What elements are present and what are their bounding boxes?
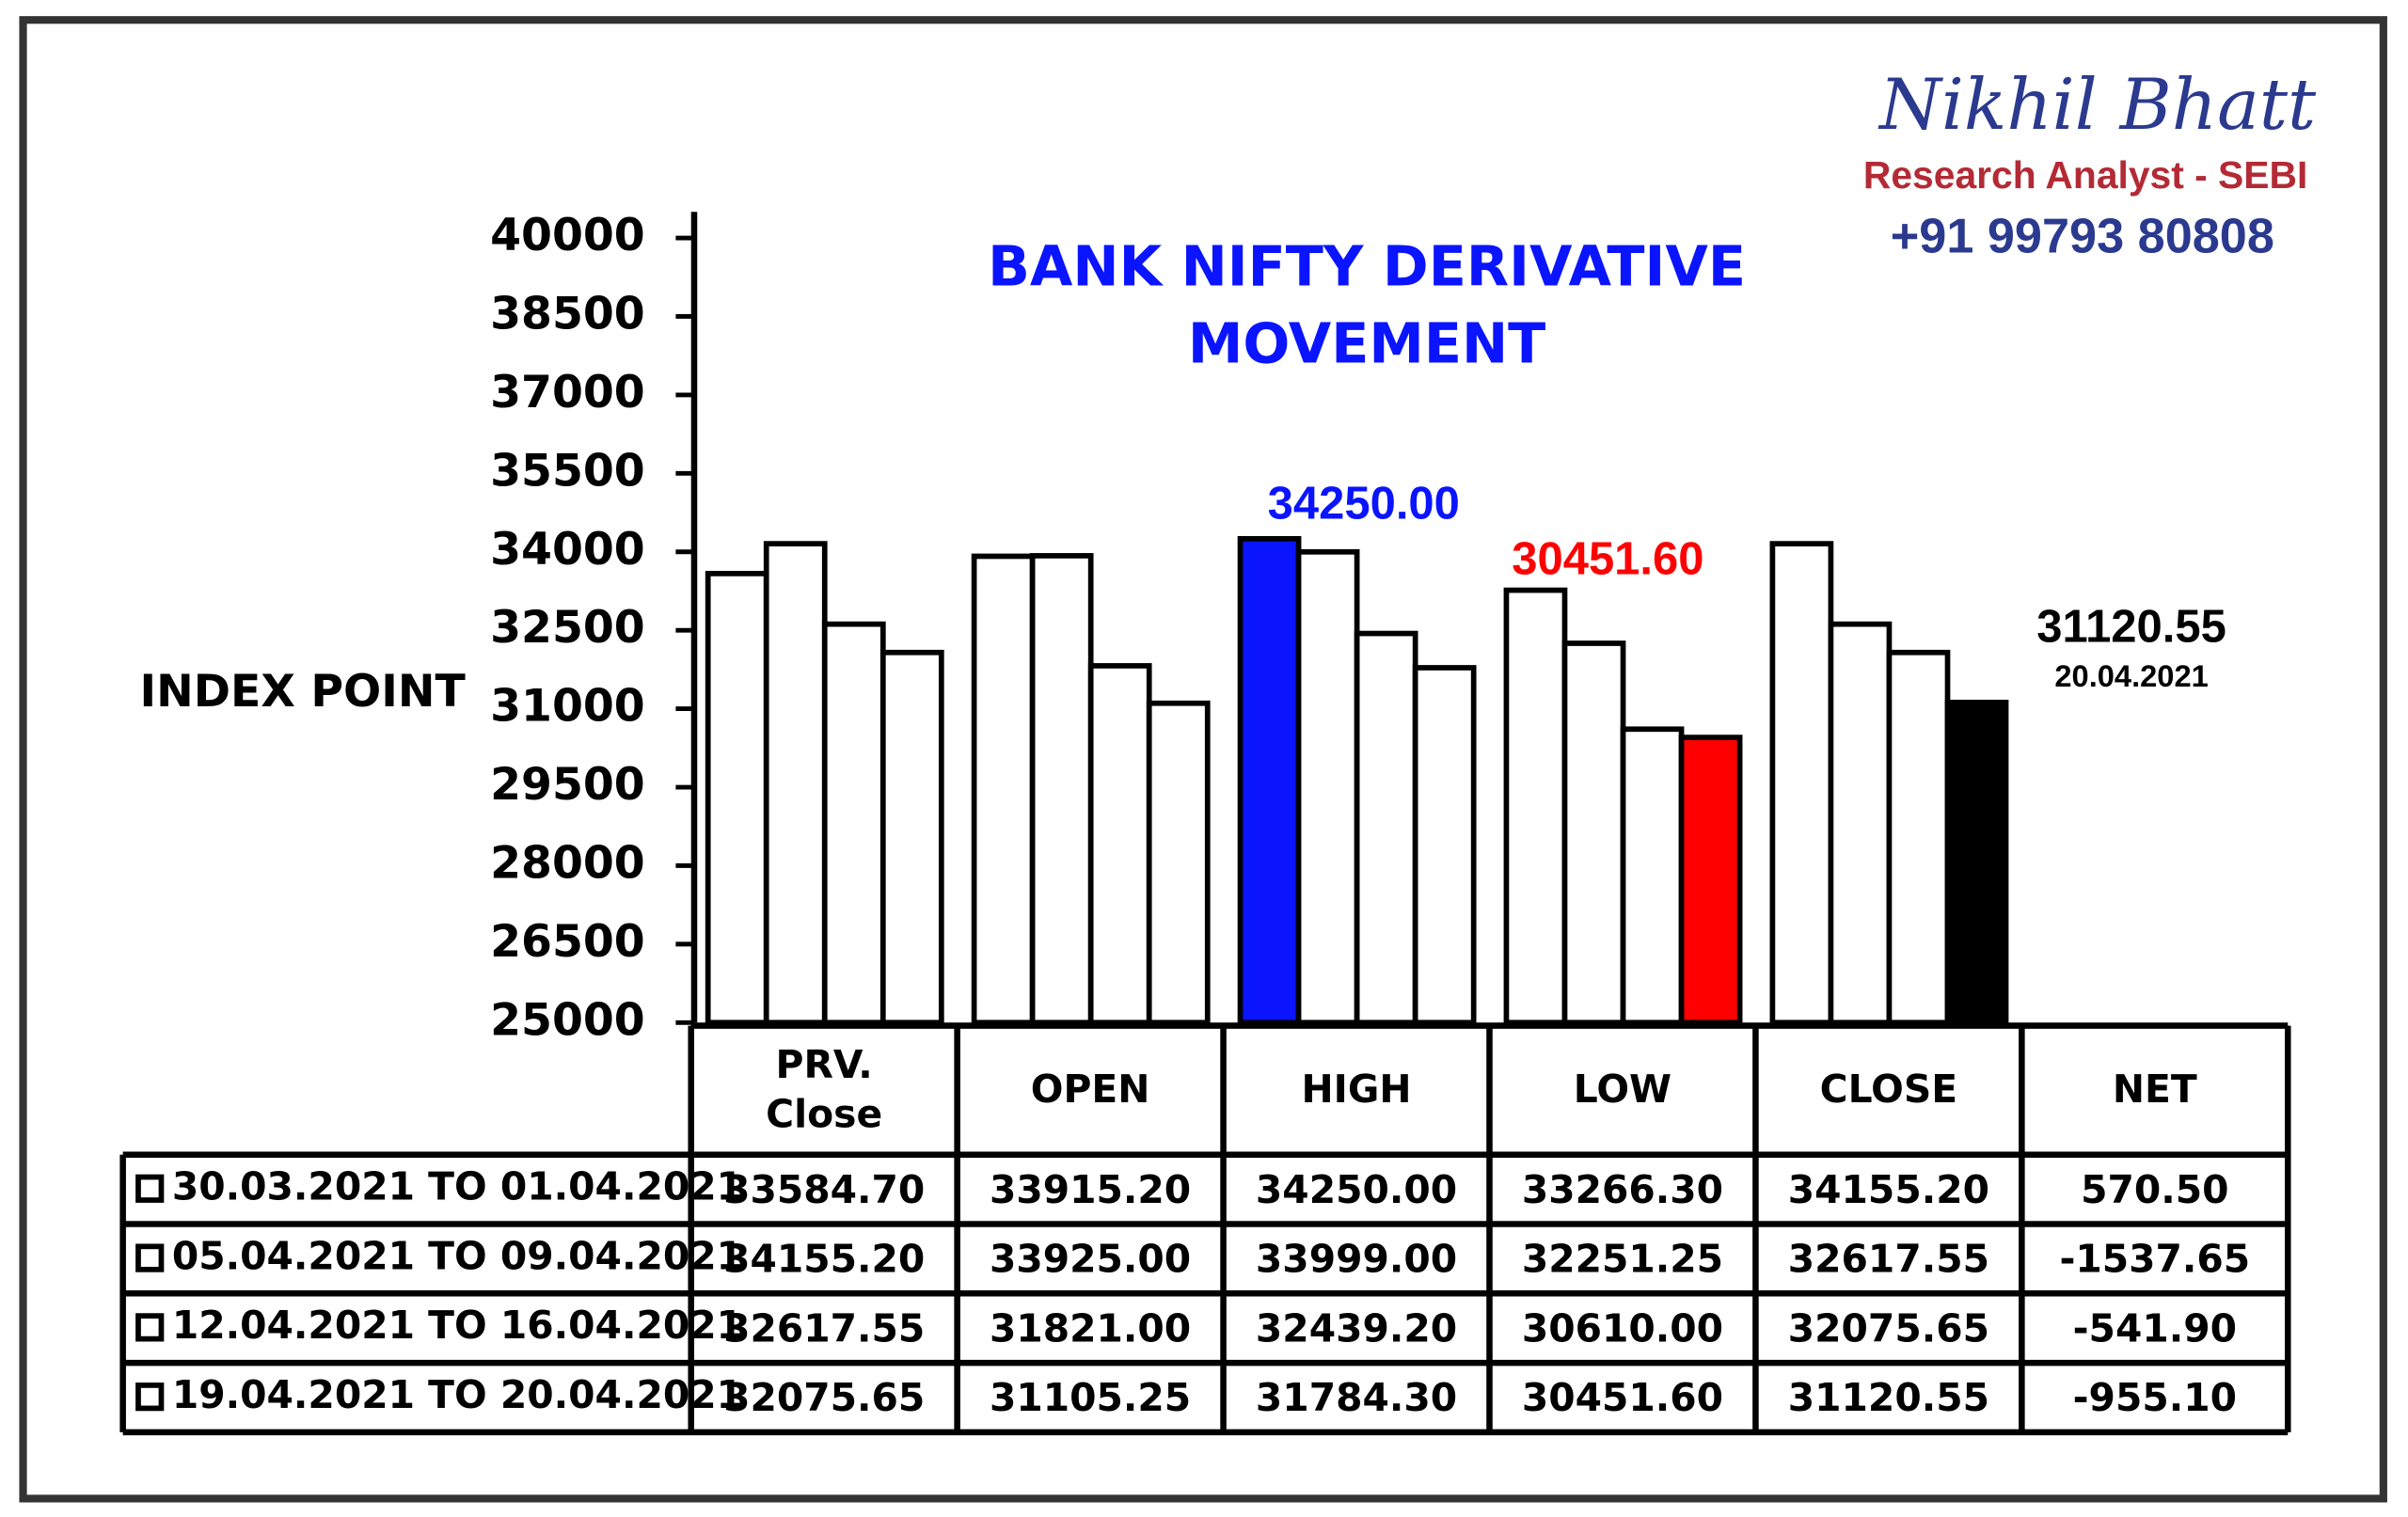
y-tick-label: 34000	[490, 524, 645, 576]
y-tick-label: 37000	[490, 367, 645, 419]
header-cell-box: LOW	[1573, 1067, 1672, 1112]
header-cell: PRV. Close	[766, 1042, 883, 1137]
bar	[1029, 553, 1094, 1026]
title-box: BANK NIFTY DERIVATIVE MOVEMENT	[988, 236, 1746, 376]
y-axis-label: INDEX POINT	[140, 666, 467, 718]
y-tick-label: 29500	[490, 759, 645, 811]
bar	[1087, 663, 1152, 1026]
brand-name: Nikhil Bhatt	[1877, 63, 2317, 146]
y-tick-label: 26500	[490, 916, 645, 968]
header-cell: CLOSE	[1819, 1067, 1958, 1112]
table-cell: 33266.30	[1522, 1167, 1723, 1212]
header-cell-box: OPEN	[1030, 1067, 1150, 1112]
table-cell: 33925.00	[990, 1237, 1191, 1282]
table-cell: -541.90	[2073, 1305, 2237, 1351]
y-tick-label: 31000	[490, 681, 645, 733]
bar	[1769, 541, 1834, 1026]
row-icon	[135, 1383, 165, 1412]
annotation: 20.04.2021	[2054, 658, 2208, 693]
table-cell: 32617.55	[1788, 1237, 1989, 1282]
brand-phone: +91 99793 80808	[1891, 209, 2274, 263]
bar	[1412, 665, 1477, 1026]
table-cell: 32617.55	[723, 1305, 925, 1351]
annotation: 34250.00	[1268, 479, 1460, 529]
annotation: 30451.60	[1512, 533, 1703, 584]
bar	[971, 553, 1036, 1026]
header-cell-box: NET	[2112, 1067, 2197, 1112]
row-label: 05.04.2021 TO 09.04.2021	[172, 1233, 743, 1278]
table-cell: 34250.00	[1256, 1167, 1457, 1212]
bar	[763, 541, 828, 1026]
row-icon	[135, 1243, 165, 1272]
bar	[1944, 700, 2009, 1026]
header-cell-box: CLOSE	[1819, 1067, 1958, 1112]
table-cell: 31120.55	[1788, 1375, 1989, 1420]
header-cell-box: HIGH	[1301, 1067, 1412, 1112]
row-icon	[135, 1313, 165, 1342]
header-cell: LOW	[1573, 1067, 1672, 1112]
table-cell: 32075.65	[1788, 1305, 1989, 1351]
bar	[1561, 640, 1626, 1026]
bar	[1146, 700, 1211, 1026]
table-cell: 32251.25	[1522, 1237, 1723, 1282]
table-cell: 33915.20	[990, 1167, 1191, 1212]
table-cell: 31784.30	[1256, 1375, 1457, 1420]
table-cell: 32075.65	[723, 1375, 925, 1420]
chart-title: BANK NIFTY DERIVATIVE MOVEMENT	[988, 236, 1746, 376]
header-cell: NET	[2112, 1067, 2197, 1112]
table-cell: 34155.20	[1788, 1167, 1989, 1212]
table-cell: 570.50	[2081, 1167, 2228, 1212]
table-cell: 33999.00	[1256, 1237, 1457, 1282]
bar	[821, 621, 886, 1026]
row-icon	[135, 1174, 165, 1203]
bar	[1295, 548, 1360, 1026]
y-tick-label: 28000	[490, 837, 645, 889]
bar	[1620, 726, 1685, 1026]
bar	[1503, 587, 1568, 1026]
table-cell: 32439.20	[1256, 1305, 1457, 1351]
brand-role: Research Analyst - SEBI	[1863, 153, 2307, 197]
y-tick-label: 35500	[490, 445, 645, 497]
header-cell: OPEN	[1030, 1067, 1150, 1112]
y-tick-label: 38500	[490, 288, 645, 340]
bar	[1828, 621, 1893, 1026]
y-tick-label: 32500	[490, 602, 645, 654]
table-cell: 33584.70	[723, 1167, 925, 1212]
row-label: 19.04.2021 TO 20.04.2021	[172, 1372, 743, 1417]
table-cell: 30451.60	[1522, 1375, 1723, 1420]
y-tick-label: 25000	[490, 994, 645, 1046]
annotation: 31120.55	[2036, 601, 2226, 652]
y-tick-label: 40000	[490, 210, 645, 261]
table-cell: -1537.65	[2059, 1237, 2250, 1282]
bar	[1886, 649, 1951, 1026]
bar	[1354, 630, 1418, 1026]
header-cell: HIGH	[1301, 1067, 1412, 1112]
header-cell-box: PRV. Close	[766, 1042, 883, 1137]
table-cell: 34155.20	[723, 1237, 925, 1282]
bar	[1678, 735, 1743, 1026]
bar	[705, 570, 769, 1026]
table-cell: 31821.00	[990, 1305, 1191, 1351]
table-cell: 31105.25	[990, 1375, 1191, 1420]
row-label: 12.04.2021 TO 16.04.2021	[172, 1303, 743, 1348]
row-label: 30.03.2021 TO 01.04.2021	[172, 1164, 743, 1209]
bar	[1237, 535, 1302, 1026]
table-cell: -955.10	[2073, 1375, 2237, 1420]
bar	[879, 649, 944, 1026]
table-cell: 30610.00	[1522, 1305, 1723, 1351]
